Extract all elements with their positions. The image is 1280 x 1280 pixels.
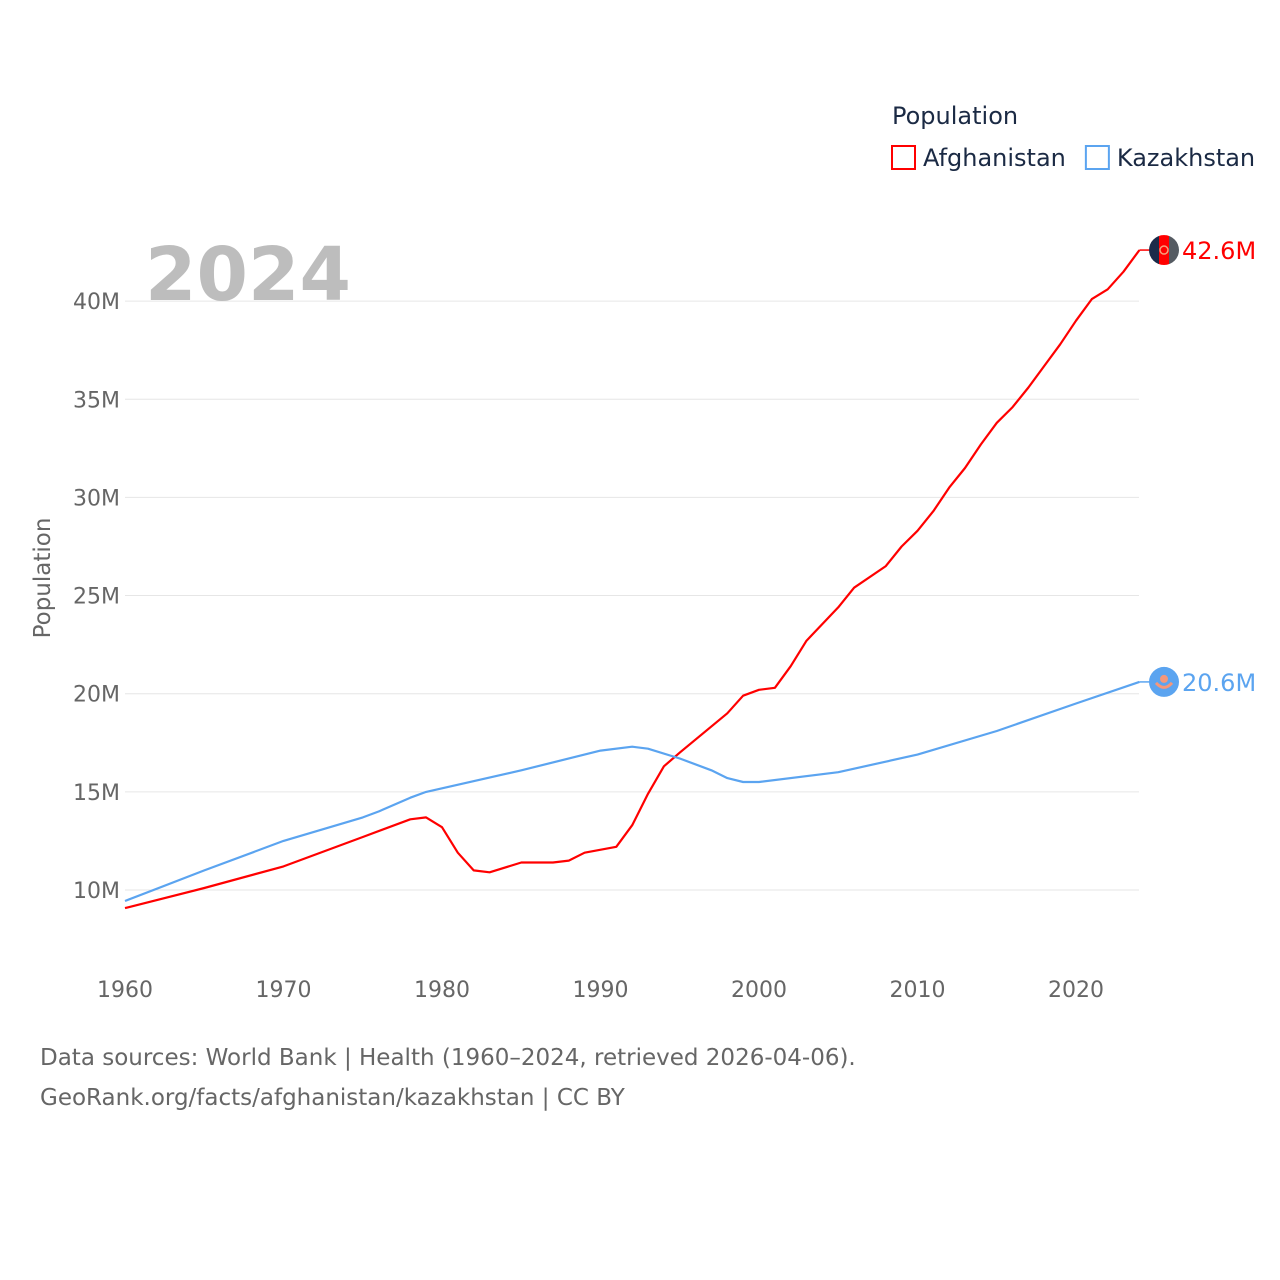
y-tick-label: 25M [73,585,120,610]
x-tick-label: 2020 [1048,978,1104,1003]
x-axis-ticks: 1960 1970 1980 1990 2000 2010 2020 [97,978,1104,1003]
x-tick-label: 1970 [256,978,312,1003]
attribution-link[interactable]: GeoRank.org/facts/afghanistan/kazakhstan… [40,1085,625,1111]
legend-item-afghanistan[interactable]: Afghanistan [891,144,1066,172]
series-end-labels: 42.6M 20.6M [1139,235,1256,697]
x-tick-label: 2000 [731,978,787,1003]
end-value-label: 20.6M [1182,669,1256,697]
y-tick-label: 35M [73,388,120,413]
legend: Afghanistan Kazakhstan [891,144,1255,172]
y-tick-label: 10M [73,879,120,904]
legend-label: Kazakhstan [1117,144,1255,172]
end-value-label: 42.6M [1182,237,1256,265]
afghanistan-flag-icon [1149,235,1179,266]
y-tick-label: 15M [73,781,120,806]
x-tick-label: 1960 [97,978,153,1003]
series-lines [124,249,1141,910]
legend-swatch [891,145,916,170]
y-tick-label: 20M [73,683,120,708]
legend-item-kazakhstan[interactable]: Kazakhstan [1084,144,1255,172]
series-line-kazakhstan [124,680,1140,903]
x-tick-label: 1990 [573,978,629,1003]
x-tick-label: 1980 [414,978,470,1003]
y-tick-label: 30M [73,486,120,511]
series-line-afghanistan [124,249,1141,910]
grid-lines [125,300,1139,891]
legend-swatch [1084,145,1110,170]
y-tick-label: 40M [73,290,120,315]
y-axis-ticks: 10M 15M 20M 25M 30M 35M 40M [73,290,120,904]
year-watermark: 2024 [145,232,351,318]
kazakhstan-flag-icon [1149,666,1179,697]
legend-title: Population [892,102,1018,130]
x-tick-label: 2010 [890,978,946,1003]
legend-label: Afghanistan [923,144,1066,172]
y-axis-label: Population [30,518,56,639]
data-source-note: Data sources: World Bank | Health (1960–… [40,1045,856,1071]
